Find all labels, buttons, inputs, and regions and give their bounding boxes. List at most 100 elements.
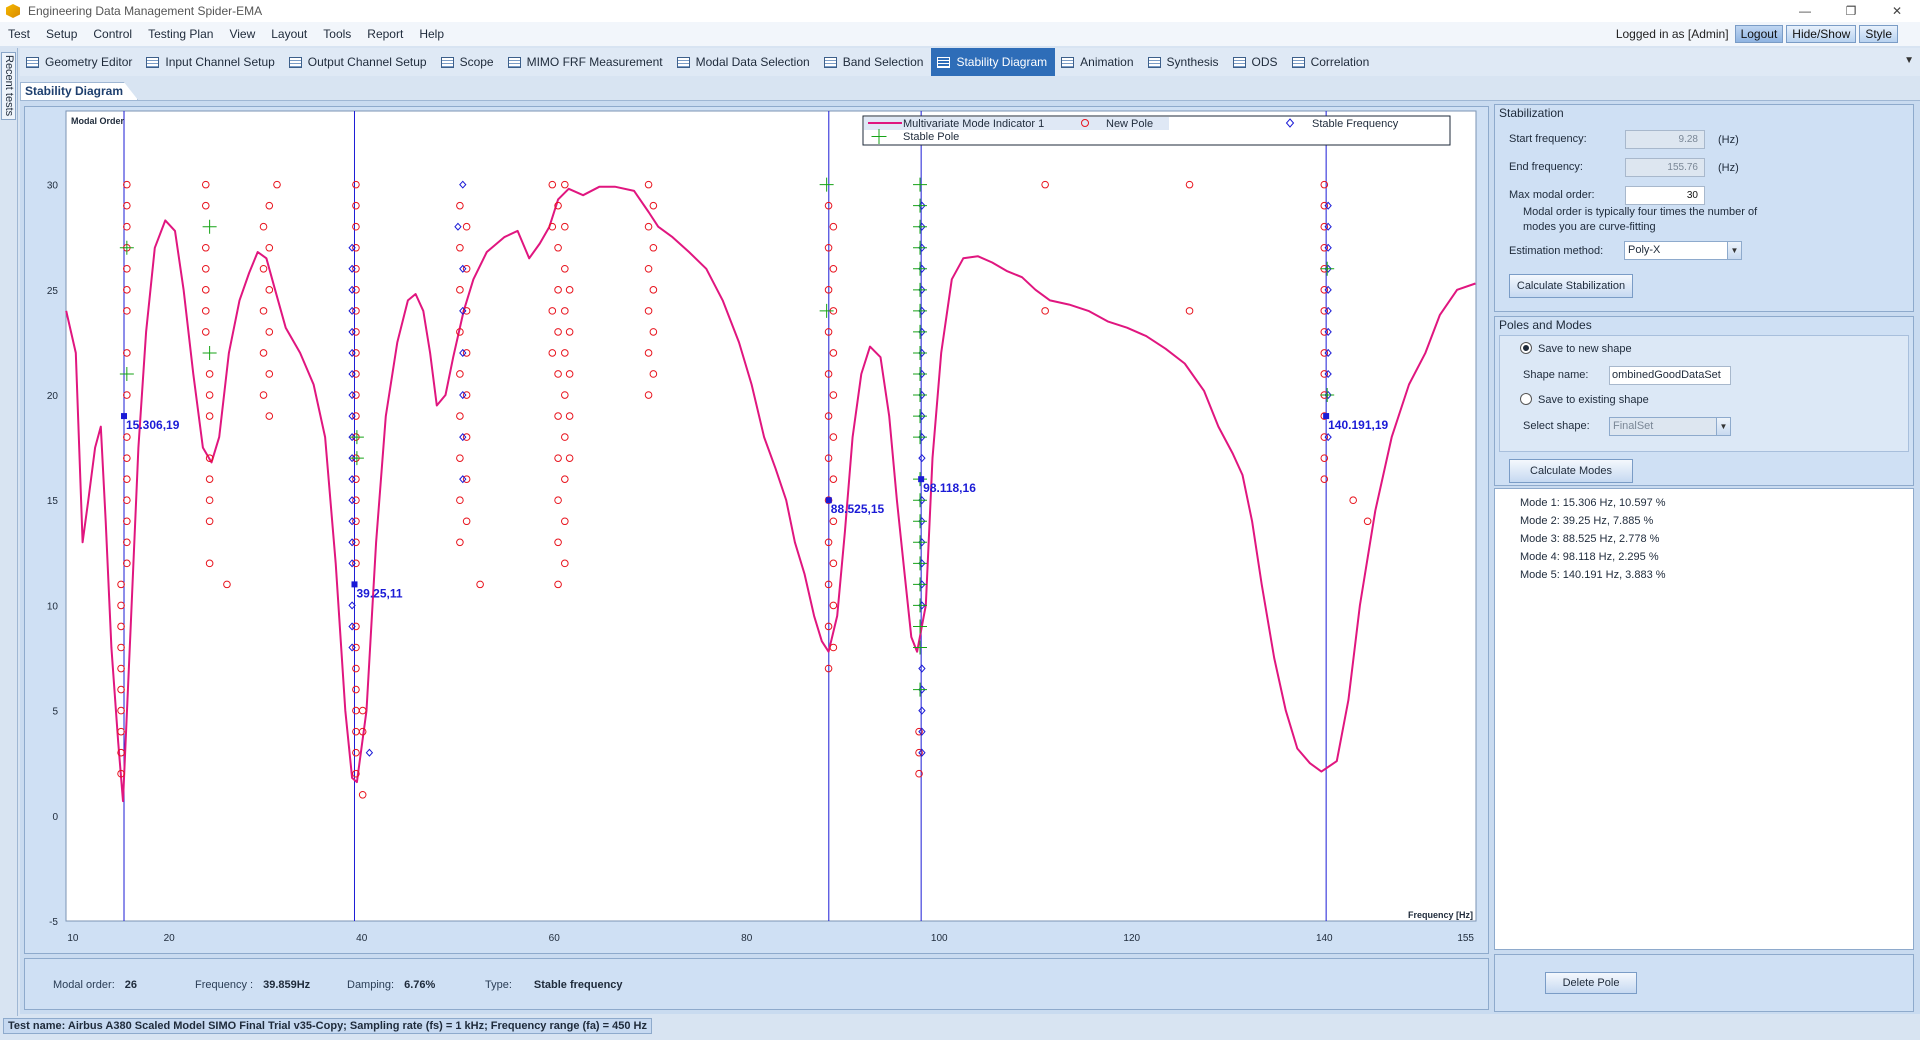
new-pole-point <box>561 391 569 399</box>
new-pole-point <box>223 580 231 589</box>
stable-frequency-point <box>1324 201 1332 210</box>
menu-layout[interactable]: Layout <box>271 27 308 41</box>
restore-icon[interactable]: ❐ <box>1845 4 1857 18</box>
close-icon[interactable]: ✕ <box>1891 4 1903 18</box>
tab-geometry-editor[interactable]: Geometry Editor <box>20 48 140 76</box>
new-pole-point <box>824 412 833 420</box>
legend-label-stable-pole: Stable Pole <box>903 131 959 143</box>
calculate-stabilization-button[interactable]: Calculate Stabilization <box>1509 274 1633 298</box>
stable-pole-point <box>1320 388 1335 403</box>
menu-testing-plan[interactable]: Testing Plan <box>148 27 214 41</box>
stable-pole-point <box>913 409 928 424</box>
mode-marker-label: 15.306,19 <box>126 418 180 432</box>
new-pole-point <box>554 243 562 252</box>
mode-marker-label: 88.525,15 <box>831 502 885 516</box>
save-existing-shape-radio[interactable] <box>1520 393 1532 405</box>
new-pole-point <box>123 201 131 210</box>
new-pole-point <box>644 349 653 357</box>
tab-label: Band Selection <box>842 55 924 69</box>
new-pole-point <box>352 201 360 210</box>
tab-synthesis[interactable]: Synthesis <box>1142 48 1227 76</box>
menu-test[interactable]: Test <box>8 27 31 41</box>
new-pole-point <box>117 727 125 736</box>
new-pole-point <box>644 391 653 399</box>
new-pole-point <box>462 222 471 231</box>
new-pole-point <box>123 286 131 294</box>
shape-name-input[interactable]: ombinedGoodDataSet <box>1609 366 1731 385</box>
stable-pole-point <box>913 345 928 360</box>
select-shape-dropdown[interactable]: FinalSet ▼ <box>1609 417 1731 436</box>
new-pole-point <box>352 180 360 189</box>
workflow-toolbar: Geometry Editor Input Channel Setup Outp… <box>20 48 1920 76</box>
list-item[interactable]: Mode 5: 140.191 Hz, 3.883 % <box>1520 569 1666 581</box>
menu-help[interactable]: Help <box>419 27 444 41</box>
new-pole-point <box>548 180 557 189</box>
end-frequency-input[interactable]: 155.76 <box>1625 158 1705 177</box>
style-button[interactable]: Style <box>1859 25 1898 43</box>
menu-tools[interactable]: Tools <box>323 27 352 41</box>
hide-show-button[interactable]: Hide/Show <box>1786 25 1857 43</box>
stable-frequency-point <box>1324 222 1332 231</box>
tab-ods[interactable]: ODS <box>1227 48 1286 76</box>
menu-report[interactable]: Report <box>367 27 404 41</box>
stable-frequency-point <box>348 412 356 421</box>
new-pole-point <box>829 475 838 483</box>
stable-pole-point <box>913 682 928 697</box>
chevron-down-icon[interactable]: ▼ <box>1716 418 1730 435</box>
tab-stability-diagram[interactable]: Stability Diagram <box>931 48 1056 76</box>
recent-tests-tab[interactable]: Recent tests <box>1 52 16 120</box>
new-pole-point <box>456 454 464 462</box>
tab-modal-data-selection[interactable]: Modal Data Selection <box>671 48 818 76</box>
max-modal-order-input[interactable]: 30 <box>1625 186 1705 205</box>
y-tick-label: 5 <box>52 707 58 718</box>
tab-animation[interactable]: Animation <box>1055 48 1141 76</box>
stable-frequency-point <box>348 454 356 463</box>
calculate-modes-button[interactable]: Calculate Modes <box>1509 459 1633 483</box>
start-frequency-input[interactable]: 9.28 <box>1625 130 1705 149</box>
new-pole-point <box>554 201 562 210</box>
new-pole-point <box>565 328 574 336</box>
logout-button[interactable]: Logout <box>1734 25 1784 43</box>
tab-correlation[interactable]: Correlation <box>1286 48 1378 76</box>
new-pole-point <box>456 286 464 294</box>
list-item[interactable]: Mode 1: 15.306 Hz, 10.597 % <box>1520 497 1666 509</box>
chevron-down-icon[interactable]: ▼ <box>1904 55 1914 66</box>
stable-frequency-point <box>348 390 356 400</box>
new-pole-point <box>358 727 367 736</box>
menu-setup[interactable]: Setup <box>46 27 78 41</box>
new-pole-point <box>123 517 131 526</box>
save-new-shape-radio[interactable] <box>1520 342 1532 354</box>
new-pole-point <box>554 412 562 420</box>
tab-input-channel-setup[interactable]: Input Channel Setup <box>140 48 282 76</box>
list-item[interactable]: Mode 3: 88.525 Hz, 2.778 % <box>1520 533 1660 545</box>
list-item[interactable]: Mode 4: 98.118 Hz, 2.295 % <box>1520 551 1659 563</box>
menu-view[interactable]: View <box>229 27 256 41</box>
stable-pole-point <box>913 177 928 192</box>
chevron-down-icon[interactable]: ▼ <box>1727 242 1741 259</box>
new-pole-point <box>824 328 833 336</box>
new-pole-point <box>462 475 471 483</box>
new-pole-point <box>352 517 360 526</box>
plot-area[interactable] <box>65 110 1477 922</box>
tab-label: ODS <box>1251 55 1278 69</box>
tab-scope[interactable]: Scope <box>435 48 502 76</box>
stable-frequency-point <box>348 306 356 315</box>
tab-band-selection[interactable]: Band Selection <box>818 48 932 76</box>
stable-pole-point <box>913 556 928 571</box>
new-pole-point <box>561 517 569 526</box>
minimize-icon[interactable]: — <box>1799 4 1811 18</box>
stable-frequency-point <box>348 643 356 652</box>
tab-mimo-frf-measurement[interactable]: MIMO FRF Measurement <box>502 48 671 76</box>
stable-frequency-point <box>348 601 356 610</box>
stability-chart[interactable]: 15.306,19 39.25,11 88.525,15 98.118,16 140.1… <box>25 107 1488 953</box>
new-pole-point <box>554 496 562 505</box>
menu-control[interactable]: Control <box>93 27 133 41</box>
new-pole-point <box>358 790 367 799</box>
estimation-method-select[interactable]: Poly-X ▼ <box>1624 241 1742 260</box>
document-tab[interactable]: Stability Diagram <box>20 82 139 100</box>
list-item[interactable]: Mode 2: 39.25 Hz, 7.885 % <box>1520 515 1654 527</box>
new-pole-point <box>1349 496 1357 505</box>
status-modal-order: Modal order: 26 <box>53 979 138 991</box>
delete-pole-button[interactable]: Delete Pole <box>1545 972 1637 994</box>
tab-output-channel-setup[interactable]: Output Channel Setup <box>283 48 435 76</box>
